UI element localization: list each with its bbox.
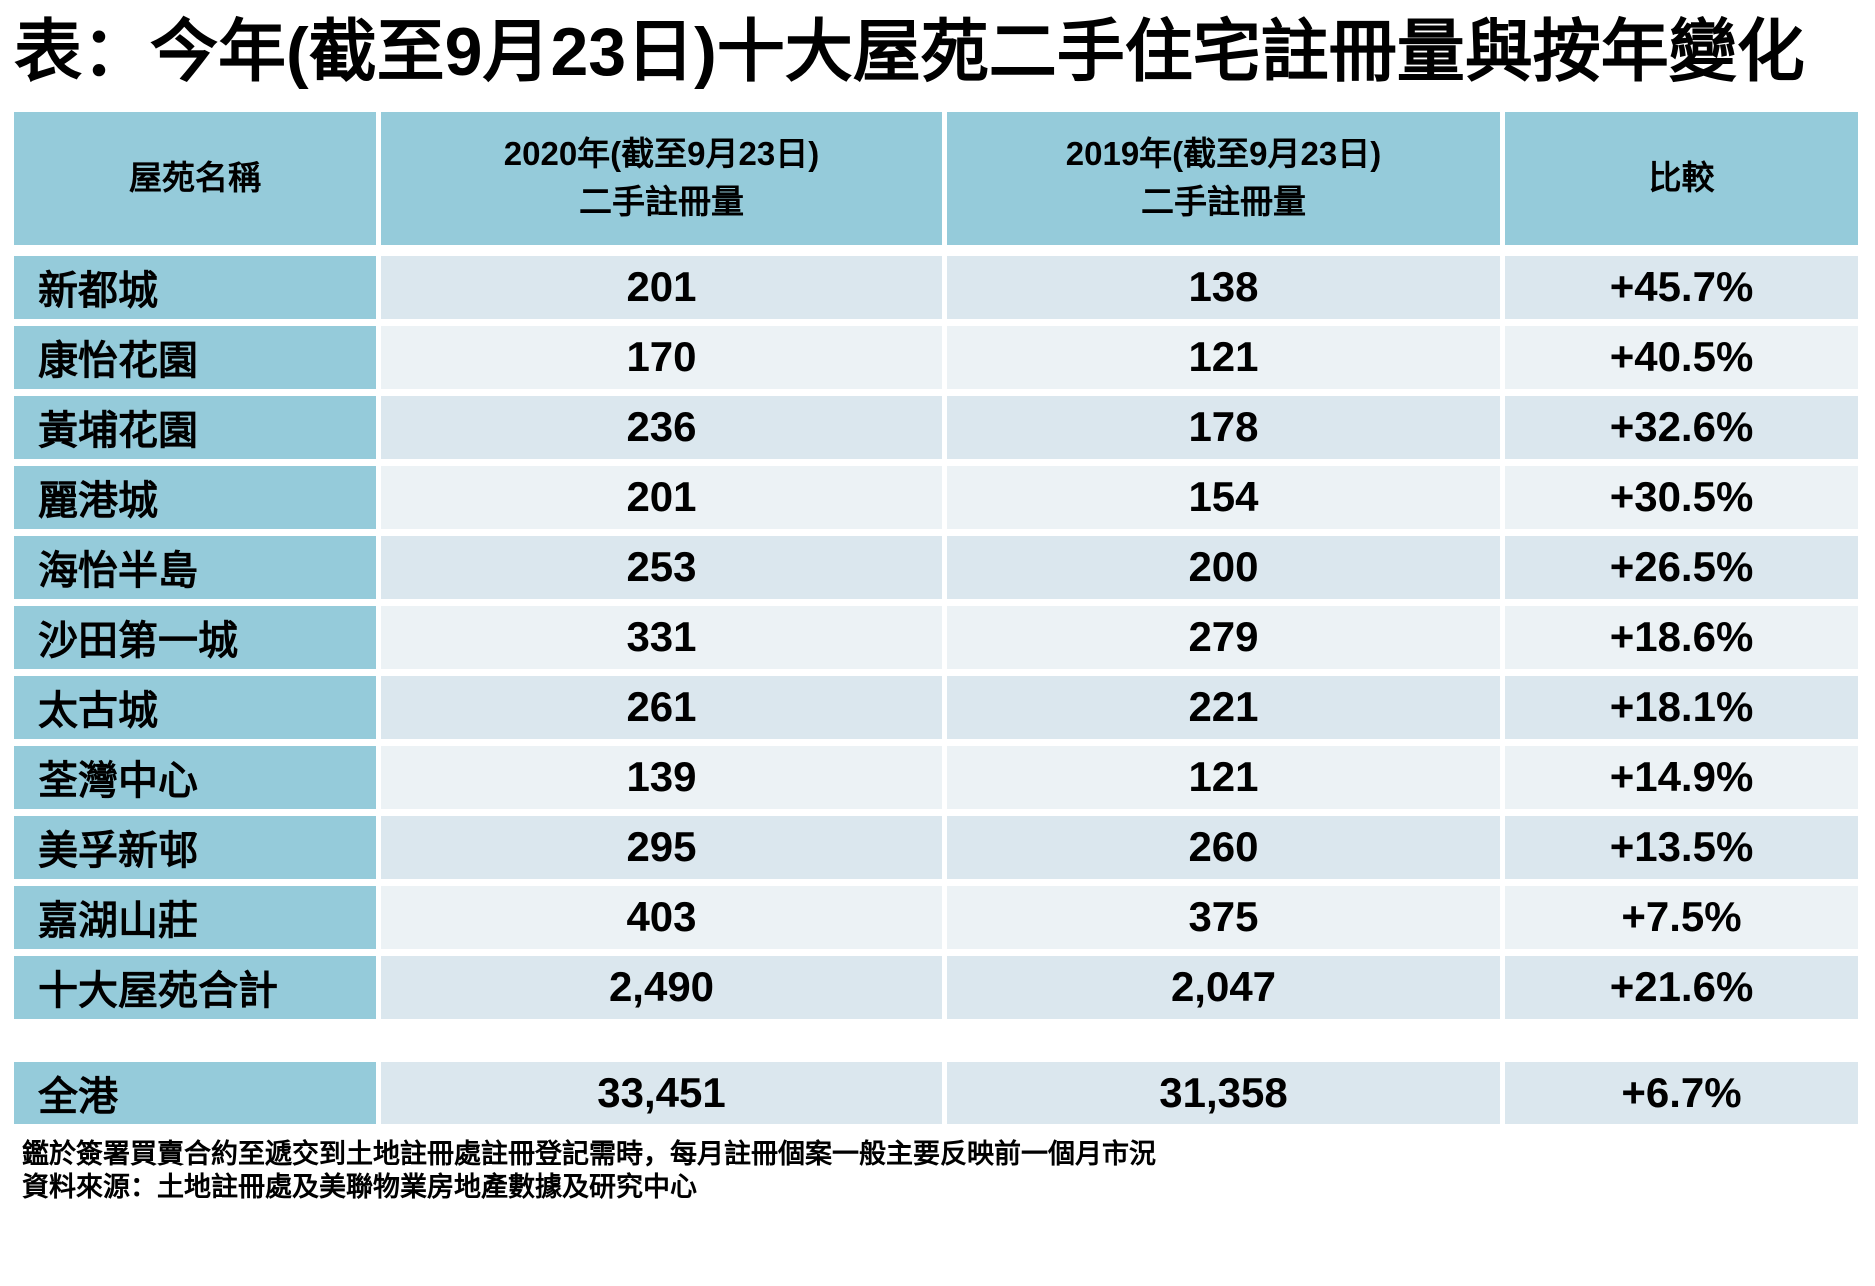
value-2020-cell: 403 <box>381 885 942 949</box>
table-body: 新都城 201 138 +45.7% 康怡花園 170 121 +40.5% 黃… <box>14 255 1858 1019</box>
estate-name-cell: 新都城 <box>14 255 376 319</box>
change-cell: +45.7% <box>1505 255 1858 319</box>
value-2020-cell: 33,451 <box>381 1061 942 1124</box>
value-2020-cell: 331 <box>381 605 942 669</box>
page-title: 表：今年(截至9月23日)十大屋苑二手住宅註冊量與按年變化 <box>14 14 1805 90</box>
header-2020-line1: 2020年(截至9月23日) <box>503 135 820 173</box>
estate-name-cell: 沙田第一城 <box>14 605 376 669</box>
estate-name-cell: 康怡花園 <box>14 325 376 389</box>
value-2020-cell: 201 <box>381 255 942 319</box>
value-2019-cell: 279 <box>947 605 1500 669</box>
value-2019-cell: 121 <box>947 745 1500 809</box>
change-cell: +6.7% <box>1505 1061 1858 1124</box>
header-cell-2019: 2019年(截至9月23日) 二手註冊量 <box>947 111 1500 245</box>
change-cell: +21.6% <box>1505 955 1858 1019</box>
header-compare-label: 比較 <box>1648 159 1715 197</box>
value-2019-cell: 375 <box>947 885 1500 949</box>
estate-name-cell: 嘉湖山莊 <box>14 885 376 949</box>
estate-name-cell: 十大屋苑合計 <box>14 955 376 1019</box>
change-cell: +18.6% <box>1505 605 1858 669</box>
change-cell: +14.9% <box>1505 745 1858 809</box>
table-row-whole-hk: 全港 33,451 31,358 +6.7% <box>14 1061 1858 1124</box>
value-2019-cell: 154 <box>947 465 1500 529</box>
estate-name-cell: 海怡半島 <box>14 535 376 599</box>
header-2019-line1: 2019年(截至9月23日) <box>1065 135 1382 173</box>
value-2019-cell: 178 <box>947 395 1500 459</box>
footnote-timing-note: 鑑於簽署買賣合約至遞交到土地註冊處註冊登記需時，每月註冊個案一般主要反映前一個月… <box>22 1138 1156 1169</box>
value-2019-cell: 2,047 <box>947 955 1500 1019</box>
footnote-data-source: 資料來源：土地註冊處及美聯物業房地產數據及研究中心 <box>22 1172 697 1203</box>
estate-name-cell: 美孚新邨 <box>14 815 376 879</box>
value-2020-cell: 236 <box>381 395 942 459</box>
value-2019-cell: 200 <box>947 535 1500 599</box>
value-2019-cell: 221 <box>947 675 1500 739</box>
value-2020-cell: 253 <box>381 535 942 599</box>
footnotes: 鑑於簽署買賣合約至遞交到土地註冊處註冊登記需時，每月註冊個案一般主要反映前一個月… <box>22 1138 1875 1206</box>
change-cell: +26.5% <box>1505 535 1858 599</box>
change-cell: +40.5% <box>1505 325 1858 389</box>
table-header-row: 屋苑名稱 2020年(截至9月23日) 二手註冊量 2019年(截至9月23日)… <box>14 111 1858 245</box>
header-2020-line2: 二手註冊量 <box>579 183 744 221</box>
value-2019-cell: 121 <box>947 325 1500 389</box>
value-2020-cell: 295 <box>381 815 942 879</box>
estate-name-cell: 太古城 <box>14 675 376 739</box>
value-2019-cell: 31,358 <box>947 1061 1500 1124</box>
header-cell-2020: 2020年(截至9月23日) 二手註冊量 <box>381 111 942 245</box>
estate-name-cell: 麗港城 <box>14 465 376 529</box>
header-cell-compare: 比較 <box>1505 111 1858 245</box>
header-estate-label: 屋苑名稱 <box>129 159 261 197</box>
housing-registration-table: 屋苑名稱 2020年(截至9月23日) 二手註冊量 2019年(截至9月23日)… <box>14 111 1858 1124</box>
estate-name-cell: 黃埔花園 <box>14 395 376 459</box>
header-cell-estate: 屋苑名稱 <box>14 111 376 245</box>
value-2020-cell: 2,490 <box>381 955 942 1019</box>
change-cell: +13.5% <box>1505 815 1858 879</box>
value-2020-cell: 261 <box>381 675 942 739</box>
change-cell: +30.5% <box>1505 465 1858 529</box>
value-2019-cell: 138 <box>947 255 1500 319</box>
header-2019-line2: 二手註冊量 <box>1141 183 1306 221</box>
change-cell: +18.1% <box>1505 675 1858 739</box>
value-2020-cell: 201 <box>381 465 942 529</box>
estate-name-cell: 全港 <box>14 1061 376 1124</box>
value-2020-cell: 170 <box>381 325 942 389</box>
estate-name-cell: 荃灣中心 <box>14 745 376 809</box>
change-cell: +32.6% <box>1505 395 1858 459</box>
value-2019-cell: 260 <box>947 815 1500 879</box>
value-2020-cell: 139 <box>381 745 942 809</box>
change-cell: +7.5% <box>1505 885 1858 949</box>
